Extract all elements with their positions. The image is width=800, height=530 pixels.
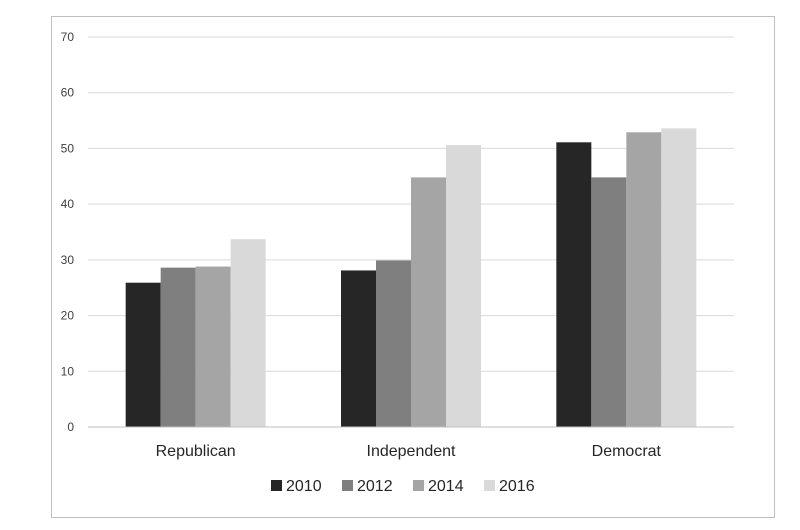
bars [125, 128, 697, 428]
legend-swatch-2010 [271, 480, 282, 491]
y-tick-label: 30 [61, 253, 75, 267]
bar-independent-2016 [446, 145, 481, 428]
bar-democrat-2016 [661, 128, 697, 427]
legend-label-2012: 2012 [357, 478, 393, 495]
legend-label-2016: 2016 [499, 478, 535, 495]
legend-swatch-2016 [484, 480, 495, 491]
y-tick-label: 20 [61, 309, 75, 323]
category-label-independent: Independent [367, 443, 457, 460]
bar-independent-2014 [411, 177, 446, 427]
legend: 2010 2012 2014 2016 [271, 478, 535, 495]
y-tick-label: 40 [61, 197, 75, 211]
y-tick-label: 0 [67, 420, 74, 434]
y-tick-label: 70 [61, 30, 75, 44]
category-label-democrat: Democrat [592, 443, 662, 460]
bar-democrat-2012 [591, 177, 627, 427]
y-axis-tick-labels: 0 10 20 30 40 50 60 70 [61, 30, 75, 434]
category-labels: Republican Independent Democrat [156, 443, 662, 460]
legend-label-2014: 2014 [428, 478, 464, 495]
bar-independent-2010 [341, 270, 376, 427]
y-tick-label: 60 [61, 86, 75, 100]
bar-republican-2016 [230, 239, 266, 427]
legend-label-2010: 2010 [286, 478, 322, 495]
category-label-republican: Republican [156, 443, 236, 460]
bar-democrat-2010 [556, 142, 592, 428]
bar-democrat-2014 [626, 132, 662, 427]
bar-republican-2012 [160, 267, 196, 427]
y-tick-label: 10 [61, 364, 75, 378]
bar-republican-2010 [125, 282, 161, 427]
legend-swatch-2012 [342, 480, 353, 491]
legend-swatch-2014 [413, 480, 424, 491]
bar-independent-2012 [376, 260, 411, 427]
bar-republican-2014 [195, 266, 231, 427]
y-tick-label: 50 [61, 141, 75, 155]
